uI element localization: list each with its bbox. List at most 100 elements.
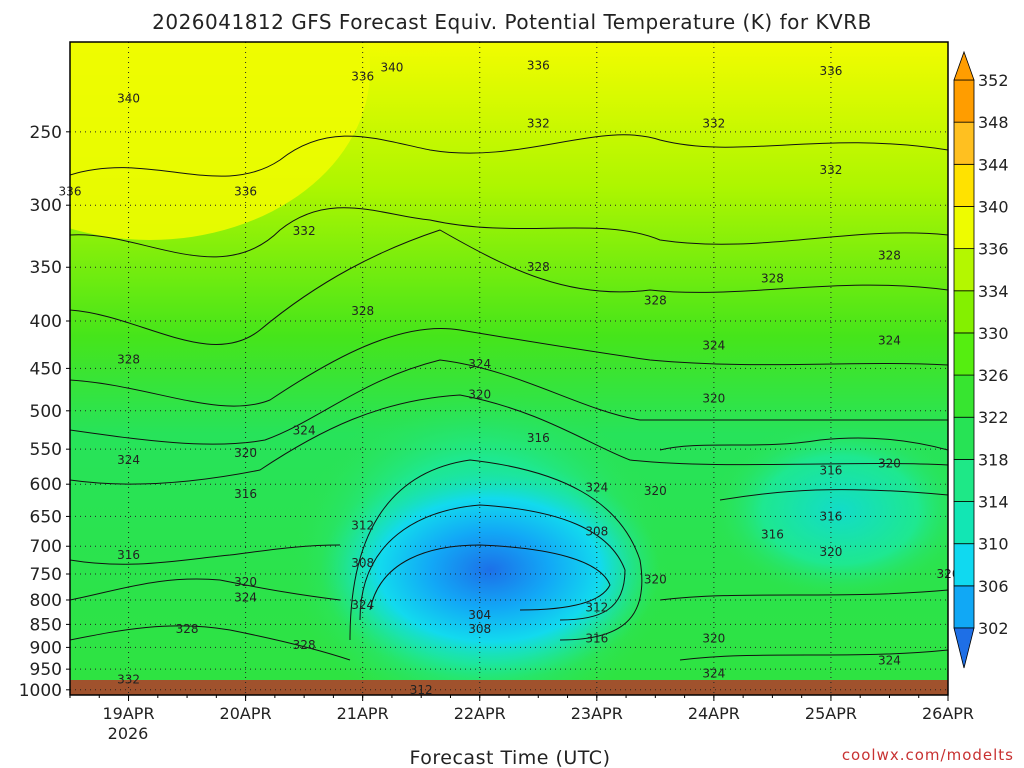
x-tick-label: 20APR (220, 704, 272, 723)
contour-label: 320 (702, 392, 725, 406)
contour-label: 324 (702, 338, 725, 352)
x-axis-title: Forecast Time (UTC) (410, 747, 611, 768)
contour-label: 324 (351, 598, 374, 612)
contour-label: 320 (644, 572, 667, 586)
contour-label: 316 (234, 487, 257, 501)
x-tick-label: 22APR (454, 704, 506, 723)
y-tick-label: 500 (30, 402, 62, 422)
colorbar-label: 334 (978, 282, 1009, 301)
contour-label: 336 (819, 64, 842, 78)
contour-label: 324 (293, 423, 316, 437)
contour-label: 332 (702, 117, 725, 131)
y-tick-label: 750 (30, 565, 62, 585)
colorbar-label: 352 (978, 71, 1009, 90)
contour-label: 320 (234, 446, 257, 460)
colorbar-band (953, 416, 975, 460)
x-tick-label: 21APR (337, 704, 389, 723)
colorbar-band (953, 163, 975, 207)
contour-label: 328 (527, 260, 550, 274)
y-tick-label: 400 (30, 312, 62, 332)
contour-label: 328 (351, 304, 374, 318)
contour-label: 316 (527, 431, 550, 445)
contour-label: 316 (117, 548, 140, 562)
y-tick-label: 900 (30, 638, 62, 658)
contour-label: 328 (761, 272, 784, 286)
colorbar-band (953, 206, 975, 250)
contour-label: 320 (644, 484, 667, 498)
contour-label: 336 (234, 185, 257, 199)
contour-label: 312 (585, 600, 608, 614)
y-tick-label: 650 (30, 507, 62, 527)
contour-label: 308 (351, 556, 374, 570)
colorbar-label: 330 (978, 324, 1009, 343)
contour-label: 316 (819, 509, 842, 523)
colorbar-label: 336 (978, 240, 1009, 259)
x-tick-label: 25APR (805, 704, 857, 723)
contour-label: 320 (468, 387, 491, 401)
colorbar-band (953, 290, 975, 334)
contour-label: 324 (702, 666, 725, 680)
y-tick-label: 850 (30, 615, 62, 635)
contour-label: 336 (351, 70, 374, 84)
contour-label: 332 (117, 673, 140, 687)
contour-label: 324 (585, 481, 608, 495)
y-tick-label: 950 (30, 660, 62, 680)
y-tick-label: 450 (30, 359, 62, 379)
contour-label: 308 (468, 622, 491, 636)
y-tick-label: 800 (30, 591, 62, 611)
contour-label: 340 (117, 91, 140, 105)
contour-label: 328 (644, 293, 667, 307)
contour-label: 320 (702, 631, 725, 645)
colorbar-label: 314 (978, 493, 1009, 512)
colorbar-band (953, 248, 975, 292)
y-axis-pressure: 250 300 350 400 450 500 550 600 650 700 750 800 850 9… (19, 123, 70, 701)
colorbar-label: 322 (978, 408, 1009, 427)
contour-label: 332 (819, 163, 842, 177)
y-tick-label: 300 (30, 196, 62, 216)
contour-label: 324 (878, 654, 901, 668)
colorbar-label: 302 (978, 619, 1009, 638)
contour-label: 328 (176, 622, 199, 636)
x-axis-year-label: 2026 (108, 724, 149, 743)
contour-label: 324 (468, 357, 491, 371)
x-tick-label: 19APR (102, 704, 154, 723)
contour-label: 320 (819, 545, 842, 559)
colorbar-band (953, 332, 975, 376)
colorbar-band (953, 374, 975, 418)
x-tick-label: 26APR (922, 704, 974, 723)
contour-label: 324 (117, 453, 140, 467)
contour-label: 304 (468, 608, 491, 622)
y-tick-label: 350 (30, 258, 62, 278)
contour-label: 328 (293, 638, 316, 652)
x-tick-label: 23APR (571, 704, 623, 723)
colorbar-min-arrow (953, 627, 975, 669)
credit-text: coolwx.com/modelts (842, 746, 1014, 764)
contour-label: 324 (878, 334, 901, 348)
contour-label: 332 (527, 117, 550, 131)
contour-label: 316 (761, 528, 784, 542)
contour-label: 312 (410, 683, 433, 697)
y-tick-label: 600 (30, 475, 62, 495)
colorbar-label: 310 (978, 535, 1009, 554)
colorbar-label: 348 (978, 113, 1009, 132)
colorbar-max-arrow (953, 50, 975, 81)
colorbar-label: 344 (978, 155, 1009, 174)
contour-label: 332 (293, 224, 316, 238)
contour-label: 308 (585, 525, 608, 539)
colorbar-label: 326 (978, 366, 1009, 385)
colorbar-band (953, 543, 975, 587)
contour-label: 316 (585, 631, 608, 645)
contour-lines (70, 134, 948, 661)
colorbar-band (953, 501, 975, 545)
colorbar-band (953, 79, 975, 123)
contour-label: 336 (527, 58, 550, 72)
contour-labels: 340 336 336 332 340 336 336 332 328 328 328 328 324 3… (59, 58, 960, 696)
ground-surface (70, 680, 948, 695)
colorbar: 302 306 310 314 318 322 326 330 334 336 340 344 348 3… (953, 50, 1009, 669)
y-tick-label: 1000 (19, 681, 62, 701)
chart-title: 2026041812 GFS Forecast Equiv. Potential… (152, 10, 872, 34)
y-tick-label: 250 (30, 123, 62, 143)
contour-label: 340 (380, 60, 403, 74)
x-axis-time: 19APR 20APR 21APR 22APR 23APR 24APR 25APR 26APR (69, 695, 974, 723)
